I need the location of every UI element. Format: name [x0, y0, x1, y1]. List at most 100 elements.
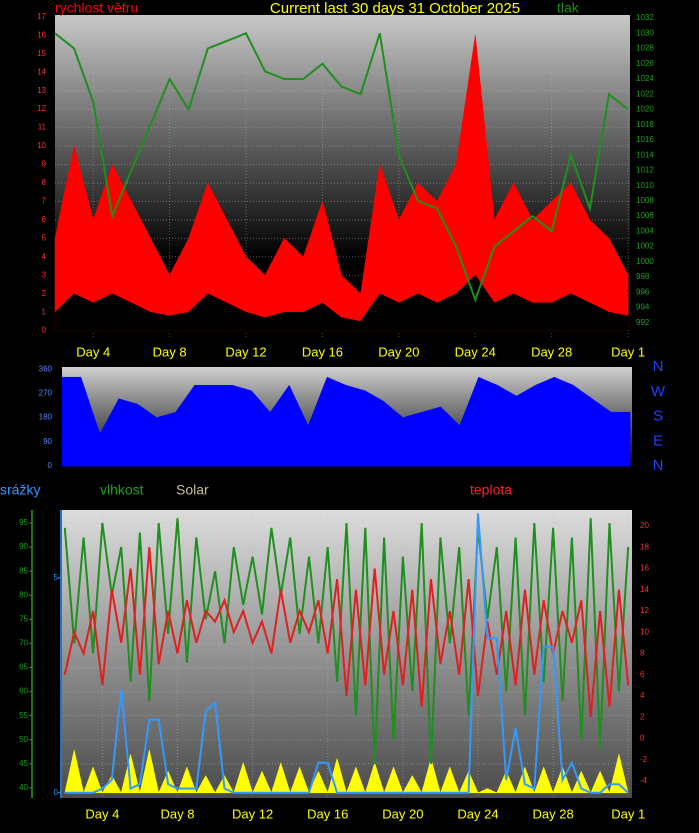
x-tick-label: Day 20	[382, 806, 423, 821]
legend-label: srážky	[0, 482, 40, 498]
y-tick-label: 75	[19, 614, 28, 623]
legend-label: rychlost větru	[55, 0, 138, 16]
y2-tick-label: 1000	[636, 257, 654, 266]
x-tick-label: Day 28	[531, 344, 572, 359]
y-tick-label: 80	[19, 590, 28, 599]
y-tick-label: 10	[37, 141, 46, 150]
y2-tick-label: 1026	[636, 59, 654, 68]
y2-tick-label: 1020	[636, 105, 654, 114]
x-tick-label: Day 16	[302, 344, 343, 359]
y-tick-label: 0	[48, 461, 53, 470]
y-tick-label: 90	[43, 437, 52, 446]
y2-tick-label: 1006	[636, 211, 654, 220]
y-tick-label: 90	[19, 542, 28, 551]
legend-label: Solar	[176, 482, 209, 498]
compass-label: N	[653, 358, 664, 375]
legend-label: vlhkost	[100, 482, 144, 498]
y2-tick-label: 1014	[636, 150, 654, 159]
x-tick-label: Day 16	[307, 806, 348, 821]
y2-tick-label: 1018	[636, 120, 654, 129]
x-tick-label: Day 8	[161, 806, 195, 821]
x-tick-label: Day 24	[457, 806, 498, 821]
y-tick-label: 8	[42, 178, 47, 187]
y2-tick-label: 1032	[636, 13, 654, 22]
series-line	[63, 547, 630, 718]
y2-tick-label: -4	[640, 776, 648, 785]
legend-label: teplota	[470, 482, 512, 498]
y-tick-label: 5	[42, 233, 47, 242]
y2-tick-label: 2	[640, 712, 645, 721]
y-tick-label: 60	[19, 687, 28, 696]
y2-tick-label: 18	[640, 542, 649, 551]
series-line	[63, 518, 630, 764]
y2-tick-label: 10	[640, 627, 649, 636]
y-tick-label: 11	[38, 123, 47, 132]
y2-tick-label: 0	[640, 734, 645, 743]
y-tick-label: 13	[37, 86, 46, 95]
y-tick-label: 95	[19, 518, 28, 527]
y2-tick-label: 1028	[636, 44, 654, 53]
y-tick-label: 6	[42, 215, 47, 224]
x-tick-label: Day 4	[76, 344, 110, 359]
y-tick-label: 16	[37, 30, 46, 39]
compass-label: W	[651, 383, 666, 400]
y2-tick-label: 1012	[636, 166, 654, 175]
y-tick-label: 55	[19, 711, 28, 720]
x-tick-label: Day 12	[225, 344, 266, 359]
y-tick-label: 12	[37, 104, 46, 113]
y2-tick-label: 1016	[636, 135, 654, 144]
y-tick-label: 360	[39, 364, 53, 373]
y2-tick-label: 1022	[636, 89, 654, 98]
x-tick-label: Day 24	[455, 344, 496, 359]
y-tick-label: 17	[37, 12, 46, 21]
compass-label: N	[653, 457, 664, 474]
x-tick-label: Day 20	[378, 344, 419, 359]
y2-tick-label: 14	[640, 585, 649, 594]
y-tick-label: 9	[42, 160, 47, 169]
y2-tick-label: 1002	[636, 242, 654, 251]
y2-tick-label: 16	[640, 564, 649, 573]
y2-tick-label: 992	[636, 318, 650, 327]
y-tick-label: 2	[42, 289, 47, 298]
compass-label: E	[653, 432, 663, 449]
y2-tick-label: 996	[636, 287, 650, 296]
series-line	[64, 513, 629, 794]
x-tick-label: Day 1	[611, 344, 645, 359]
series-area	[54, 274, 629, 331]
y-tick-label: 3	[42, 270, 47, 279]
x-tick-label: Day 28	[533, 806, 574, 821]
y2-tick-label: 20	[640, 521, 649, 530]
y2-tick-label: 4	[640, 691, 645, 700]
y-tick-label: 65	[19, 663, 28, 672]
y-tick-label: 70	[19, 639, 28, 648]
y-tick-label: 270	[39, 389, 53, 398]
x-tick-label: Day 4	[85, 806, 119, 821]
x-tick-label: Day 12	[232, 806, 273, 821]
y-tick-label: 14	[37, 67, 46, 76]
y-tick-label: 15	[37, 49, 46, 58]
y2-tick-label: 1024	[636, 74, 654, 83]
y2-tick-label: 8	[640, 649, 645, 658]
series-line	[54, 32, 629, 303]
y3-tick-label: 5	[54, 573, 59, 582]
y-tick-label: 1	[42, 307, 47, 316]
x-tick-label: Day 8	[153, 344, 187, 359]
y-tick-label: 0	[42, 326, 47, 335]
legend-label: tlak	[557, 0, 580, 16]
y-tick-label: 40	[19, 783, 28, 792]
y2-tick-label: 998	[636, 272, 650, 281]
y2-tick-label: 1008	[636, 196, 654, 205]
y-tick-label: 4	[42, 252, 47, 261]
x-tick-label: Day 1	[611, 806, 645, 821]
y2-tick-label: -2	[640, 755, 648, 764]
series-area	[64, 749, 629, 794]
y2-tick-label: 1010	[636, 181, 654, 190]
y-tick-label: 50	[19, 735, 28, 744]
y-tick-label: 85	[19, 566, 28, 575]
y2-tick-label: 1004	[636, 226, 654, 235]
y3-tick-label: 0	[54, 788, 59, 797]
y-tick-label: 180	[39, 413, 53, 422]
y2-tick-label: 994	[636, 303, 650, 312]
